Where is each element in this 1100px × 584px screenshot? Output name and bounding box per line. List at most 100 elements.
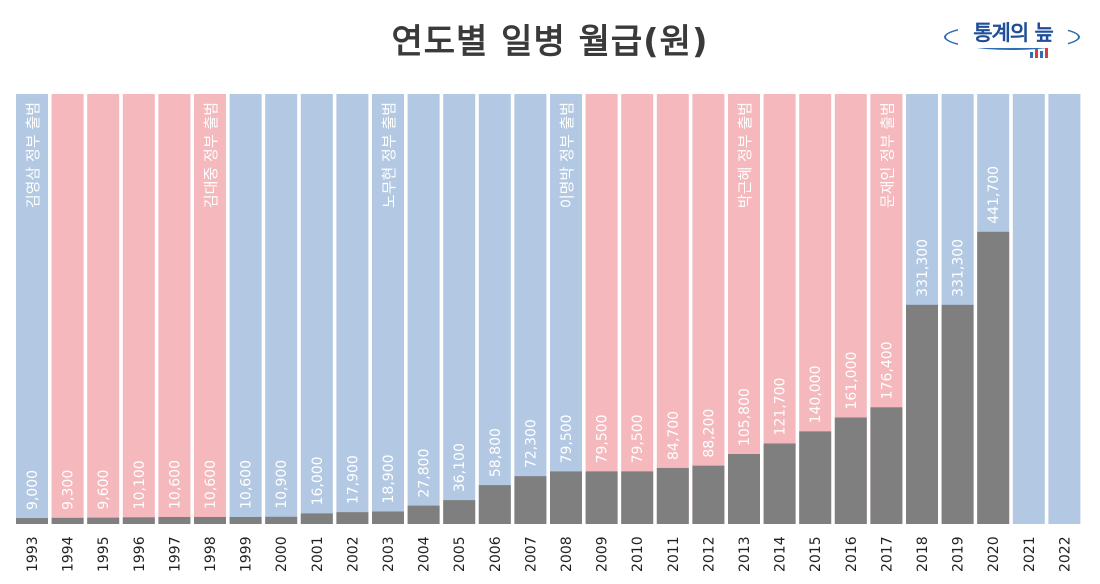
year-label-2007: 2007 (523, 536, 539, 572)
bar-1993 (16, 518, 48, 524)
band-2005 (443, 94, 476, 524)
bar-2013 (728, 454, 760, 524)
value-label-1998: 10,600 (203, 460, 219, 509)
bar-2020 (977, 231, 1010, 524)
band-2021 (1012, 94, 1045, 524)
bar-2009 (585, 471, 618, 524)
value-label-2017: 176,400 (879, 341, 895, 399)
value-label-2016: 161,000 (844, 352, 860, 410)
band-2008 (550, 94, 582, 524)
bar-2005 (443, 500, 476, 524)
band-2000 (265, 94, 298, 524)
bar-2010 (621, 471, 654, 524)
value-label-2007: 72,300 (523, 419, 539, 468)
band-1995 (87, 94, 120, 524)
bar-2003 (372, 511, 404, 524)
value-label-2001: 16,000 (310, 456, 326, 505)
band-2013 (728, 94, 760, 524)
year-label-2005: 2005 (452, 536, 468, 572)
band-2002 (336, 94, 369, 524)
band-1994 (51, 94, 84, 524)
chart-title: 연도별 일병 월급(원) (391, 22, 709, 62)
value-label-1995: 9,600 (96, 470, 112, 510)
bar-1998 (194, 516, 226, 524)
value-label-2010: 79,500 (630, 414, 646, 463)
value-label-2004: 27,800 (417, 449, 433, 498)
value-label-2011: 84,700 (666, 411, 682, 460)
band-1996 (122, 94, 155, 524)
bar-2017 (870, 407, 903, 524)
band-2001 (300, 94, 333, 524)
band-2007 (514, 94, 547, 524)
value-label-2019: 331,300 (951, 239, 967, 297)
band-2003 (372, 94, 404, 524)
year-label-2001: 2001 (310, 536, 326, 572)
annotation-label: 이명박 정부 출범 (558, 102, 576, 208)
bar-2008 (550, 471, 582, 524)
value-label-2020: 441,700 (986, 166, 1002, 224)
year-label-2008: 2008 (559, 536, 575, 572)
year-label-2016: 2016 (844, 536, 860, 572)
logo-bars-icon (1030, 48, 1048, 58)
value-label-2002: 17,900 (345, 455, 361, 504)
value-label-2018: 331,300 (915, 239, 931, 297)
value-label-1993: 9,000 (25, 470, 41, 510)
value-label-1997: 10,600 (167, 460, 183, 509)
year-label-2011: 2011 (666, 536, 682, 572)
logo: 통계의 늪 (944, 18, 1084, 60)
year-label-2013: 2013 (737, 536, 753, 572)
bar-2007 (514, 476, 547, 524)
band-2011 (656, 94, 689, 524)
value-label-2005: 36,100 (452, 443, 468, 492)
year-label-2017: 2017 (879, 536, 895, 572)
year-label-2018: 2018 (915, 536, 931, 572)
band-1998 (194, 94, 226, 524)
year-label-1998: 1998 (203, 536, 219, 572)
value-label-2003: 18,900 (381, 454, 397, 503)
bar-2016 (834, 417, 867, 524)
bar-2014 (763, 443, 796, 524)
value-label-2012: 88,200 (701, 409, 717, 458)
value-label-2014: 121,700 (773, 378, 789, 436)
bar-1996 (122, 517, 155, 524)
band-2009 (585, 94, 618, 524)
year-label-1999: 1999 (239, 536, 255, 572)
value-label-1996: 10,100 (132, 460, 148, 509)
value-label-2008: 79,500 (559, 414, 575, 463)
annotation-label: 노무현 정부 출범 (380, 102, 398, 208)
annotation-label: 문재인 정부 출범 (878, 102, 896, 208)
band-2022 (1048, 94, 1081, 524)
bar-2012 (692, 465, 725, 524)
year-label-1997: 1997 (167, 536, 183, 572)
bar-2000 (265, 516, 298, 524)
band-1999 (229, 94, 262, 524)
bar-1994 (51, 517, 84, 524)
logo-text: 통계의 늪 (958, 18, 1068, 48)
year-label-2021: 2021 (1022, 536, 1038, 572)
annotation-label: 김영삼 정부 출범 (24, 102, 42, 208)
year-label-2004: 2004 (417, 536, 433, 572)
annotation-label: 박근혜 정부 출범 (736, 102, 754, 208)
year-label-2003: 2003 (381, 536, 397, 572)
year-label-1993: 1993 (25, 536, 41, 572)
year-label-2000: 2000 (274, 536, 290, 572)
bar-1997 (158, 516, 191, 524)
bar-2004 (407, 505, 440, 524)
year-label-2015: 2015 (808, 536, 824, 572)
year-label-2014: 2014 (773, 536, 789, 572)
band-2006 (478, 94, 511, 524)
value-label-2009: 79,500 (595, 414, 611, 463)
bar-2006 (478, 485, 511, 524)
band-2010 (621, 94, 654, 524)
bar-2001 (300, 513, 333, 524)
year-label-2020: 2020 (986, 536, 1002, 572)
value-label-1994: 9,300 (61, 470, 77, 510)
bar-2011 (656, 467, 689, 524)
value-label-1999: 10,600 (239, 460, 255, 509)
bar-2002 (336, 512, 369, 524)
band-2004 (407, 94, 440, 524)
annotation-label: 김대중 정부 출범 (202, 102, 220, 208)
band-1993 (16, 94, 48, 524)
year-label-2022: 2022 (1057, 536, 1073, 572)
